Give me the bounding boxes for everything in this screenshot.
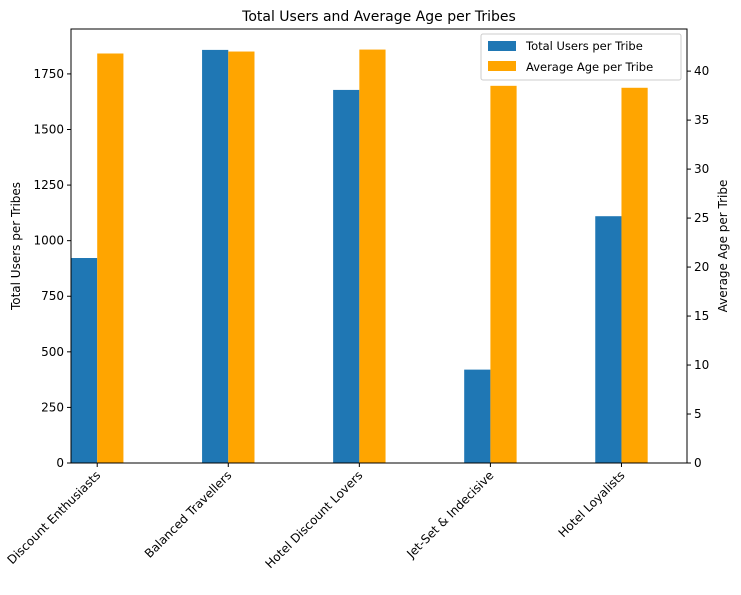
x-tick-label-2: Hotel Discount Lovers <box>263 468 366 571</box>
bar-total-users-3 <box>464 369 491 463</box>
y-left-tick-label-7: 1750 <box>33 67 64 81</box>
y-left-tick-label-2: 500 <box>41 345 64 359</box>
right-axis: 0 5 10 15 20 25 30 35 40 <box>687 64 709 470</box>
y-right-tick-label-7: 35 <box>694 113 709 127</box>
plot-frame <box>70 28 688 464</box>
bar-total-users-4 <box>595 216 622 463</box>
bars <box>71 49 648 464</box>
y-right-tick-label-8: 40 <box>694 64 709 78</box>
chart-title: Total Users and Average Age per Tribes <box>241 9 516 25</box>
bar-total-users-2 <box>333 89 360 464</box>
x-tick-label-3: Jet-Set & Indecisive <box>403 468 496 561</box>
y-right-tick-label-5: 25 <box>694 211 709 225</box>
y-right-tick-label-4: 20 <box>694 260 709 274</box>
y-left-tick-label-0: 0 <box>56 456 64 470</box>
x-tick-label-0: Discount Enthusiasts <box>5 468 104 567</box>
legend-label-users: Total Users per Tribe <box>525 39 643 53</box>
y-left-tick-label-3: 750 <box>41 289 64 303</box>
y-left-axis-label: Total Users per Tribes <box>9 182 23 311</box>
bar-average-age-0 <box>97 53 124 464</box>
y-left-tick-label-4: 1000 <box>33 234 64 248</box>
legend-swatch-users <box>488 41 516 51</box>
x-tick-label-1: Balanced Travellers <box>142 468 235 561</box>
y-right-tick-label-1: 5 <box>694 407 702 421</box>
y-left-tick-label-1: 250 <box>41 400 64 414</box>
bar-total-users-0 <box>71 258 98 463</box>
bar-average-age-4 <box>621 87 648 463</box>
y-right-tick-label-3: 15 <box>694 309 709 323</box>
bar-total-users-1 <box>202 49 229 463</box>
y-right-tick-label-0: 0 <box>694 456 702 470</box>
y-right-axis-label: Average Age per Tribe <box>716 180 730 313</box>
x-axis: Discount Enthusiasts Balanced Travellers H… <box>5 463 628 571</box>
bar-average-age-3 <box>490 85 517 464</box>
y-right-tick-label-2: 10 <box>694 358 709 372</box>
bar-average-age-1 <box>228 51 255 464</box>
bar-average-age-2 <box>359 49 386 463</box>
legend-swatch-age <box>488 61 516 71</box>
y-left-tick-label-6: 1500 <box>33 122 64 136</box>
legend-label-age: Average Age per Tribe <box>526 60 653 74</box>
y-left-tick-label-5: 1250 <box>33 178 64 192</box>
legend-frame <box>480 33 682 81</box>
legend: Total Users per Tribe Average Age per Tr… <box>480 33 682 81</box>
y-right-tick-label-6: 30 <box>694 162 709 176</box>
x-tick-label-4: Hotel Loyalists <box>556 468 628 540</box>
left-axis: 0 250 500 750 1000 1250 1500 1750 <box>33 67 71 470</box>
